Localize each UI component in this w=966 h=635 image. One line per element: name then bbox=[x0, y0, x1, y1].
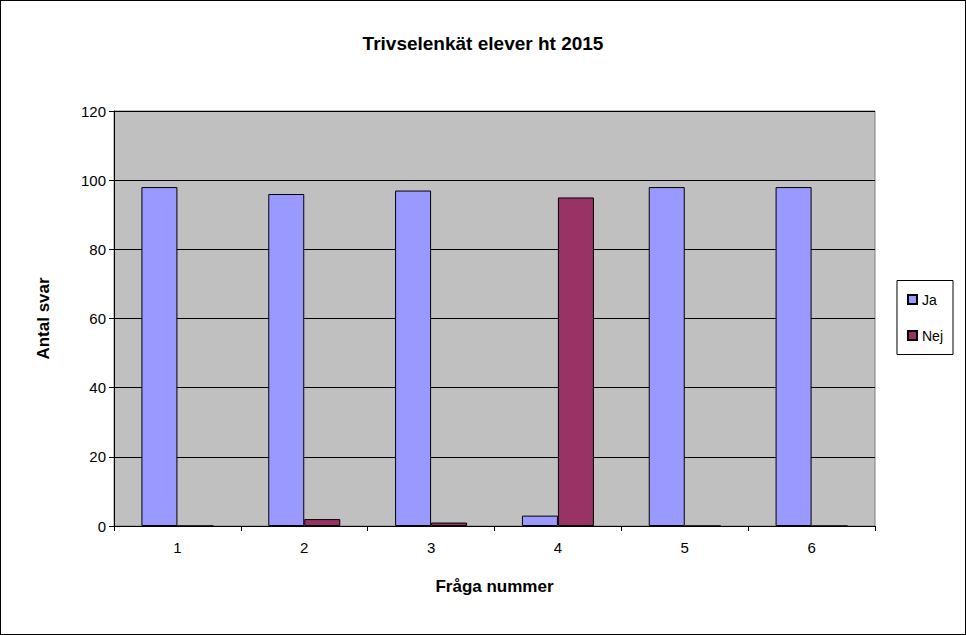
svg-text:120: 120 bbox=[81, 103, 106, 120]
svg-text:2: 2 bbox=[300, 539, 308, 556]
svg-text:Fråga nummer: Fråga nummer bbox=[435, 577, 553, 596]
svg-text:6: 6 bbox=[807, 539, 815, 556]
svg-text:40: 40 bbox=[89, 379, 106, 396]
svg-text:4: 4 bbox=[554, 539, 562, 556]
svg-text:60: 60 bbox=[89, 310, 106, 327]
svg-text:3: 3 bbox=[427, 539, 435, 556]
svg-text:Trivselenkät elever ht 2015: Trivselenkät elever ht 2015 bbox=[363, 33, 604, 54]
svg-text:Nej: Nej bbox=[922, 328, 943, 344]
svg-text:20: 20 bbox=[89, 448, 106, 465]
svg-text:Antal svar: Antal svar bbox=[34, 277, 53, 360]
svg-text:80: 80 bbox=[89, 241, 106, 258]
svg-text:100: 100 bbox=[81, 172, 106, 189]
svg-text:1: 1 bbox=[173, 539, 181, 556]
svg-text:5: 5 bbox=[681, 539, 689, 556]
svg-text:0: 0 bbox=[98, 518, 106, 535]
svg-text:Ja: Ja bbox=[922, 292, 937, 308]
